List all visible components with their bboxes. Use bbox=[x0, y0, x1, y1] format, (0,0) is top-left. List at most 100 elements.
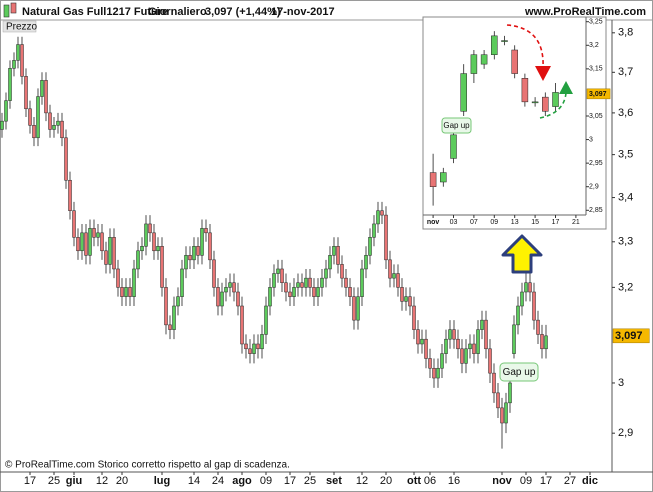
x-tick-label: 24 bbox=[212, 475, 224, 487]
candle-body bbox=[440, 353, 444, 369]
candle-body bbox=[120, 287, 124, 297]
candle-body bbox=[304, 277, 308, 288]
candle-body bbox=[524, 282, 528, 293]
last-price-box bbox=[586, 88, 611, 100]
candle-body bbox=[64, 137, 68, 181]
candle-body bbox=[528, 282, 532, 293]
candle-body bbox=[136, 250, 140, 270]
candle-body bbox=[228, 282, 232, 288]
x-tick-label: 03 bbox=[450, 219, 458, 226]
candle-body bbox=[140, 246, 144, 252]
candle-body bbox=[500, 407, 504, 424]
candle-body bbox=[8, 68, 12, 101]
candle-body bbox=[356, 296, 360, 321]
candle-body bbox=[180, 268, 184, 297]
y-tick-label: 3,3 bbox=[618, 236, 633, 248]
candle-body bbox=[448, 329, 452, 340]
candle-body bbox=[552, 92, 559, 107]
x-tick-label: 25 bbox=[304, 475, 316, 487]
candle-body bbox=[508, 382, 512, 404]
quote: 3,097 (+1,44%) bbox=[205, 6, 281, 18]
candle-body bbox=[364, 255, 368, 270]
candle-body bbox=[36, 96, 40, 139]
candle-body bbox=[184, 255, 188, 270]
last-price-label: 3,097 bbox=[615, 330, 643, 342]
candle-body bbox=[204, 228, 208, 234]
y-tick-label: 3,7 bbox=[618, 66, 633, 78]
candle-body bbox=[32, 125, 36, 139]
candle-body bbox=[521, 78, 529, 103]
candle-body bbox=[244, 343, 248, 350]
candle-body bbox=[380, 210, 384, 216]
annotations: Gap up Gap up bbox=[441, 24, 573, 382]
y-tick-label: 2,85 bbox=[589, 207, 603, 214]
candle-body bbox=[92, 228, 96, 238]
candle-body bbox=[476, 329, 480, 354]
candle-body bbox=[492, 372, 496, 394]
candle-body bbox=[488, 348, 492, 374]
candle-body bbox=[28, 108, 32, 126]
annotation: Gap up bbox=[503, 367, 536, 378]
candle-body bbox=[468, 343, 472, 350]
x-tick-label: giu bbox=[66, 475, 83, 487]
candle-body bbox=[348, 287, 352, 297]
candle-body bbox=[352, 296, 356, 321]
candle-body bbox=[496, 392, 500, 409]
candle-body bbox=[16, 44, 20, 61]
candle-body bbox=[470, 54, 478, 74]
candle-body bbox=[56, 120, 60, 126]
y-tick-label: 3,4 bbox=[618, 191, 633, 203]
x-tick-label: lug bbox=[154, 475, 171, 487]
candle-body bbox=[4, 100, 8, 122]
x-tick-label: 09 bbox=[520, 475, 532, 487]
candle-body bbox=[168, 324, 172, 330]
candle-body bbox=[200, 228, 204, 256]
x-tick-label: 09 bbox=[490, 219, 498, 226]
candle-body bbox=[256, 343, 260, 350]
candle-body bbox=[248, 348, 252, 354]
candle-body bbox=[212, 259, 216, 288]
candle-body bbox=[236, 291, 240, 307]
x-tick-label: 27 bbox=[564, 475, 576, 487]
x-tick-label: 12 bbox=[96, 475, 108, 487]
x-tick-label: nov bbox=[492, 475, 512, 487]
candle-body bbox=[220, 291, 224, 307]
candle-body bbox=[300, 282, 304, 288]
candle-body bbox=[324, 268, 328, 279]
candle-body bbox=[480, 54, 488, 65]
x-tick-label: 14 bbox=[188, 475, 200, 487]
candle-body bbox=[408, 296, 412, 307]
candle-body bbox=[376, 210, 380, 225]
last-price-label: 3,097 bbox=[589, 91, 607, 98]
candle-body bbox=[491, 35, 498, 55]
candle-body bbox=[40, 80, 44, 97]
candle-body bbox=[308, 277, 312, 288]
candle-body bbox=[52, 125, 56, 130]
candle-body bbox=[336, 246, 340, 265]
candle-body bbox=[368, 237, 372, 256]
y-tick-label: 3,2 bbox=[589, 42, 599, 49]
candle-body bbox=[216, 287, 220, 307]
red-curve-arrow bbox=[506, 24, 544, 69]
candle-body bbox=[156, 246, 160, 252]
candle-body bbox=[196, 246, 200, 256]
candle-body bbox=[501, 40, 508, 42]
x-tick-label: nov bbox=[427, 219, 440, 226]
candle-body bbox=[152, 232, 156, 252]
candle-body bbox=[132, 268, 136, 297]
candle-body bbox=[164, 287, 168, 326]
y-tick-label: 3,15 bbox=[589, 66, 603, 73]
candle-body bbox=[240, 305, 244, 345]
candle-body bbox=[424, 338, 428, 359]
last-price-box bbox=[612, 328, 650, 344]
candle-body bbox=[0, 120, 4, 130]
candle-body bbox=[160, 246, 164, 288]
x-tick-label: 17 bbox=[24, 475, 36, 487]
candle-body bbox=[252, 343, 256, 354]
x-tick-label: 20 bbox=[116, 475, 128, 487]
app-icon bbox=[3, 4, 10, 18]
candle-body bbox=[176, 296, 180, 307]
candle-body bbox=[280, 268, 284, 283]
